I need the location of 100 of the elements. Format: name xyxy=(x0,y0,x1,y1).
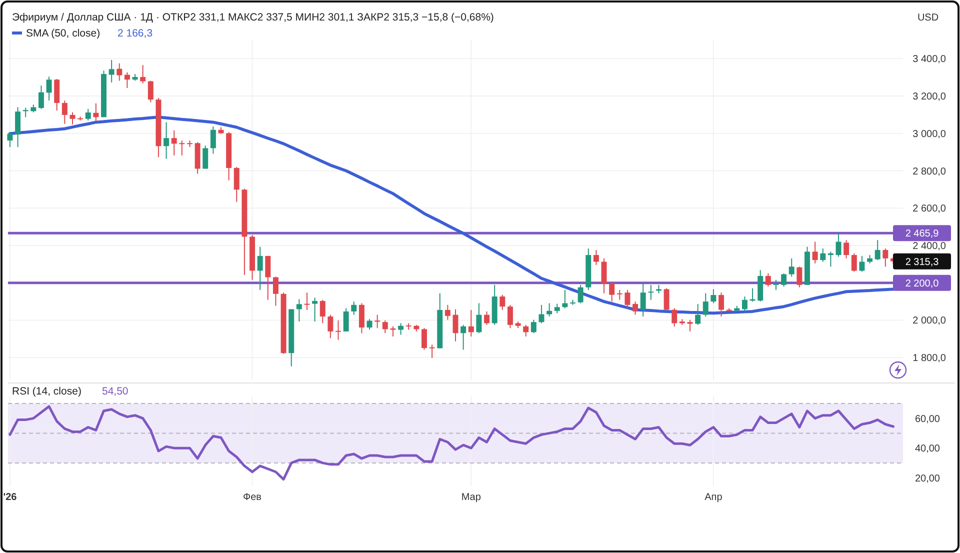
x-tick-label: Апр xyxy=(704,492,723,503)
candlestick xyxy=(609,281,615,302)
candlestick xyxy=(882,248,888,268)
candlestick xyxy=(429,344,435,358)
candlestick xyxy=(554,303,560,314)
candlestick xyxy=(312,297,318,322)
candlestick xyxy=(328,314,334,339)
candlestick xyxy=(460,324,466,350)
candlestick xyxy=(562,289,568,309)
ref-line-label: 2 200,0 xyxy=(905,278,940,290)
candlestick xyxy=(234,166,240,202)
y-tick-label: 20,00 xyxy=(914,473,940,484)
candlestick xyxy=(452,308,458,342)
candlestick xyxy=(7,132,13,148)
chart-title: Эфириум / Доллар США · 1Д · ОТКР2 331,1 МАКС2 337,5 МИН2 301,1 ЗАКР2 315,3 −15,8 (−0,68%) xyxy=(12,12,494,24)
candlestick xyxy=(202,145,208,170)
y-tick-label: 3 000,0 xyxy=(912,128,946,140)
x-tick-label: '26 xyxy=(3,492,18,503)
candlestick xyxy=(93,102,99,122)
y-tick-label: 2 000,0 xyxy=(912,316,946,327)
text: 2 315,3 xyxy=(905,256,940,268)
candlestick xyxy=(210,126,216,154)
candlestick xyxy=(812,241,818,264)
candlestick xyxy=(624,289,630,309)
y-tick-label: 2 800,0 xyxy=(912,166,946,178)
candlestick xyxy=(296,298,302,322)
candlestick xyxy=(523,324,529,337)
candlestick xyxy=(507,304,513,329)
candlestick xyxy=(116,62,122,82)
candlestick xyxy=(718,292,724,317)
candlestick xyxy=(358,302,364,334)
candlestick xyxy=(836,232,842,258)
y-tick-label: 3 200,0 xyxy=(912,92,946,103)
candlestick xyxy=(500,294,506,310)
y-tick-label: 1 800,0 xyxy=(912,353,946,364)
candlestick xyxy=(444,304,450,320)
candlestick xyxy=(851,252,857,272)
candlestick xyxy=(476,302,482,334)
candlestick xyxy=(179,140,185,156)
candlestick xyxy=(70,112,76,125)
chart-title: RSI (14, close) xyxy=(12,386,82,398)
candlestick xyxy=(164,122,170,160)
candlestick xyxy=(765,272,771,288)
candlestick xyxy=(62,100,68,124)
candlestick xyxy=(343,308,349,332)
candlestick xyxy=(616,289,622,300)
y-tick-label: 60,00 xyxy=(914,414,940,425)
line-series xyxy=(8,405,894,481)
candlestick xyxy=(844,240,850,259)
candlestick xyxy=(695,303,701,326)
candlestick xyxy=(257,246,263,290)
candlestick xyxy=(320,299,326,324)
y-tick-label: 2 400,0 xyxy=(912,240,946,252)
candlestick xyxy=(702,292,708,317)
candlestick xyxy=(422,328,427,350)
candlestick xyxy=(632,301,638,316)
candlestick xyxy=(672,308,678,328)
y-tick-label: 2 600,0 xyxy=(912,204,946,215)
candlestick xyxy=(578,284,584,304)
candlestick xyxy=(148,80,154,103)
ref-line-label: 2 465,9 xyxy=(905,228,940,240)
text: 2 166,3 xyxy=(118,28,153,40)
candlestick xyxy=(272,276,278,306)
candlestick xyxy=(54,78,60,112)
candlestick xyxy=(664,288,670,310)
candlestick xyxy=(336,320,341,340)
candlestick xyxy=(351,301,357,316)
candlestick xyxy=(124,72,130,89)
candlestick xyxy=(648,284,654,300)
candlestick xyxy=(468,309,474,337)
candlestick xyxy=(742,296,748,312)
candlestick xyxy=(687,319,693,332)
candlestick xyxy=(593,249,599,266)
y-tick-label: 40,00 xyxy=(914,444,940,455)
candlestick xyxy=(108,59,114,83)
candlestick xyxy=(781,272,787,288)
candlestick xyxy=(538,304,544,324)
candlestick xyxy=(46,76,52,102)
candlestick xyxy=(640,282,646,317)
candlestick xyxy=(382,320,388,334)
y-tick-label: 3 400,0 xyxy=(912,54,946,66)
candlestick xyxy=(15,106,21,148)
candlestick xyxy=(859,255,865,272)
candlestick xyxy=(530,319,536,334)
candlestick xyxy=(484,310,490,326)
candlestick xyxy=(38,85,44,110)
legend-label: SMA (50, close) xyxy=(26,28,100,40)
candlestick xyxy=(85,108,91,122)
candlestick xyxy=(140,64,146,84)
candlestick xyxy=(366,318,372,330)
candlestick xyxy=(820,248,826,262)
candlestick xyxy=(265,255,271,300)
candlestick xyxy=(601,258,607,294)
candlestick xyxy=(710,288,716,304)
x-tick-label: Фев xyxy=(243,492,262,503)
candlestick xyxy=(788,258,794,278)
candlestick xyxy=(171,130,177,156)
candlestick xyxy=(773,279,779,290)
candlestick xyxy=(874,240,880,261)
y-axis-title: USD xyxy=(917,12,939,24)
